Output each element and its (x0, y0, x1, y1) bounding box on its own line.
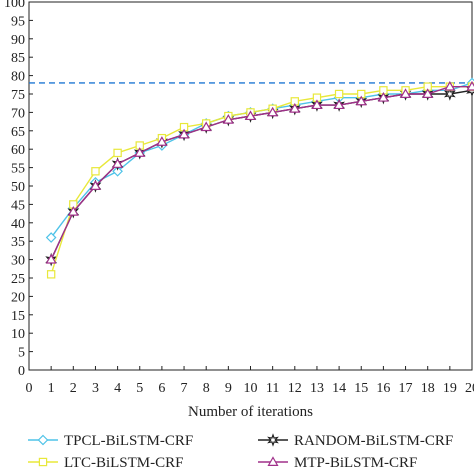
x-tick-label: 0 (26, 381, 33, 396)
data-point (444, 80, 456, 91)
data-point (267, 106, 279, 117)
data-point (178, 128, 190, 139)
y-axis-ticks: 0 5 10 15 20 25 30 35 40 45 50 55 60 65 70 75 80 85 90 95 10… (4, 0, 33, 379)
x-tick-label: 18 (421, 381, 435, 396)
x-tick-label: 20 (465, 381, 474, 396)
x-tick-label: 8 (203, 381, 210, 396)
data-point (355, 95, 367, 106)
y-tick-label: 55 (11, 162, 25, 177)
legend-swatch-marker (267, 433, 279, 447)
data-point (89, 180, 101, 190)
y-tick-label: 10 (11, 327, 25, 342)
y-tick-label: 45 (11, 198, 25, 213)
y-tick-label: 40 (11, 217, 25, 232)
series-line (50, 82, 473, 238)
data-point (156, 136, 168, 146)
x-tick-label: 17 (399, 381, 413, 396)
data-point (244, 110, 257, 121)
x-axis-ticks: 01234567891011121314151617181920 (26, 366, 474, 396)
data-point (46, 270, 56, 279)
series-layer (45, 77, 474, 279)
x-tick-label: 3 (92, 381, 99, 396)
x-tick-label: 1 (48, 381, 55, 396)
y-tick-label: 65 (11, 125, 25, 140)
x-tick-label: 7 (181, 381, 188, 396)
x-axis-title: Number of iterations (188, 404, 313, 420)
x-tick-label: 11 (266, 381, 279, 396)
series-mtp-bilstm-crf (45, 80, 474, 264)
data-point (443, 87, 456, 101)
y-tick-label: 20 (11, 290, 25, 305)
legend-item: RANDOM-BiLSTM-CRF (258, 433, 453, 449)
y-tick-label: 5 (18, 346, 25, 361)
series-line (50, 89, 473, 260)
legend-item: MTP-BiLSTM-CRF (258, 455, 417, 471)
data-point (45, 253, 57, 264)
legend-swatch-marker (267, 456, 279, 466)
y-tick-label: 25 (11, 272, 25, 287)
data-point (45, 232, 57, 243)
x-tick-label: 4 (114, 381, 121, 396)
x-tick-label: 19 (443, 381, 457, 396)
series-tpcl-bilstm-crf (45, 77, 474, 243)
legend-label: RANDOM-BiLSTM-CRF (294, 433, 453, 449)
data-point (67, 206, 79, 216)
y-tick-label: 35 (11, 235, 25, 250)
y-tick-label: 100 (4, 0, 25, 11)
x-tick-label: 5 (136, 381, 143, 396)
x-tick-label: 15 (354, 381, 368, 396)
y-tick-label: 85 (11, 51, 25, 66)
y-tick-label: 50 (11, 180, 25, 195)
data-point (334, 89, 344, 99)
legend-swatch-marker (37, 434, 49, 446)
data-point (200, 121, 212, 132)
y-tick-label: 80 (11, 70, 25, 85)
legend-item: LTC-BiLSTM-CRF (28, 455, 183, 471)
data-point (113, 148, 122, 158)
x-tick-label: 2 (70, 381, 77, 396)
data-point (333, 99, 345, 110)
data-point (422, 88, 434, 98)
data-point (466, 80, 474, 91)
data-point (91, 167, 100, 176)
x-tick-label: 9 (225, 381, 232, 396)
data-point (400, 88, 412, 98)
data-point (289, 103, 301, 113)
legend-label: TPCL-BiLSTM-CRF (64, 433, 193, 449)
x-tick-label: 10 (244, 381, 258, 396)
series-ltc-bilstm-crf (46, 82, 474, 279)
data-point (222, 114, 234, 124)
legend-swatch-marker (38, 457, 48, 467)
legend: TPCL-BiLSTM-CRF RANDOM-BiLSTM-CRF LTC-BiLS… (28, 433, 453, 471)
data-point (377, 91, 389, 102)
x-tick-label: 12 (288, 381, 302, 396)
y-tick-label: 90 (11, 33, 25, 48)
y-tick-label: 95 (11, 14, 25, 29)
x-tick-label: 14 (332, 381, 346, 396)
legend-label: LTC-BiLSTM-CRF (64, 455, 183, 471)
data-point (112, 165, 123, 177)
x-tick-label: 16 (376, 381, 390, 396)
data-point (311, 99, 323, 110)
y-tick-label: 75 (11, 88, 25, 103)
series-line (50, 85, 472, 260)
legend-label: MTP-BiLSTM-CRF (294, 455, 417, 471)
y-tick-label: 0 (18, 364, 25, 379)
y-tick-label: 15 (11, 309, 25, 324)
data-point (112, 158, 124, 168)
y-tick-label: 70 (11, 106, 25, 121)
x-tick-label: 13 (310, 381, 324, 396)
y-tick-label: 30 (11, 254, 25, 269)
legend-item: TPCL-BiLSTM-CRF (28, 433, 193, 449)
x-tick-label: 6 (158, 381, 165, 396)
data-point (134, 147, 146, 157)
y-tick-label: 60 (11, 143, 25, 158)
